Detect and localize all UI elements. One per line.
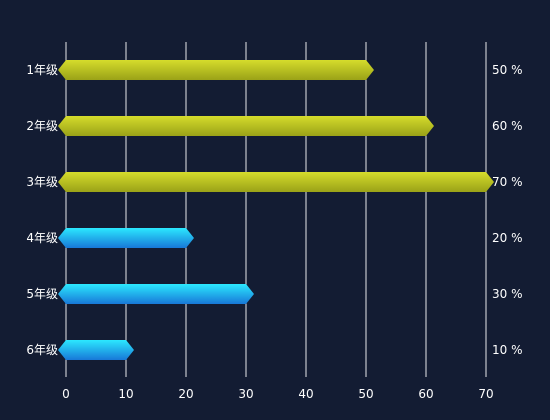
bar-value-label: 20 % bbox=[492, 231, 523, 245]
bars bbox=[58, 60, 494, 360]
bar-value-label: 70 % bbox=[492, 175, 523, 189]
category-label: 3年级 bbox=[26, 175, 58, 189]
x-tick-label: 70 bbox=[478, 387, 493, 401]
x-tick-label: 0 bbox=[62, 387, 70, 401]
grid-lines bbox=[65, 42, 487, 377]
category-label: 6年级 bbox=[26, 343, 58, 357]
bar-value-label: 10 % bbox=[492, 343, 523, 357]
x-tick-label: 30 bbox=[238, 387, 253, 401]
x-tick-label: 10 bbox=[118, 387, 133, 401]
x-tick-label: 60 bbox=[418, 387, 433, 401]
bar bbox=[58, 228, 194, 248]
value-labels: 50 % 60 % 70 % 20 % 30 % 10 % bbox=[492, 63, 523, 357]
category-label: 4年级 bbox=[26, 231, 58, 245]
bar bbox=[58, 340, 134, 360]
category-label: 1年级 bbox=[26, 63, 58, 77]
category-labels: 1年级 2年级 3年级 4年级 5年级 6年级 bbox=[26, 63, 58, 357]
x-axis-ticks: 0 10 20 30 40 50 60 70 bbox=[62, 387, 493, 401]
x-tick-label: 50 bbox=[358, 387, 373, 401]
x-tick-label: 40 bbox=[298, 387, 313, 401]
bar-value-label: 30 % bbox=[492, 287, 523, 301]
bar-value-label: 50 % bbox=[492, 63, 523, 77]
bar-value-label: 60 % bbox=[492, 119, 523, 133]
category-label: 5年级 bbox=[26, 287, 58, 301]
bar bbox=[58, 116, 434, 136]
bar bbox=[58, 172, 494, 192]
bar bbox=[58, 284, 254, 304]
bar bbox=[58, 60, 374, 80]
category-label: 2年级 bbox=[26, 119, 58, 133]
x-tick-label: 20 bbox=[178, 387, 193, 401]
